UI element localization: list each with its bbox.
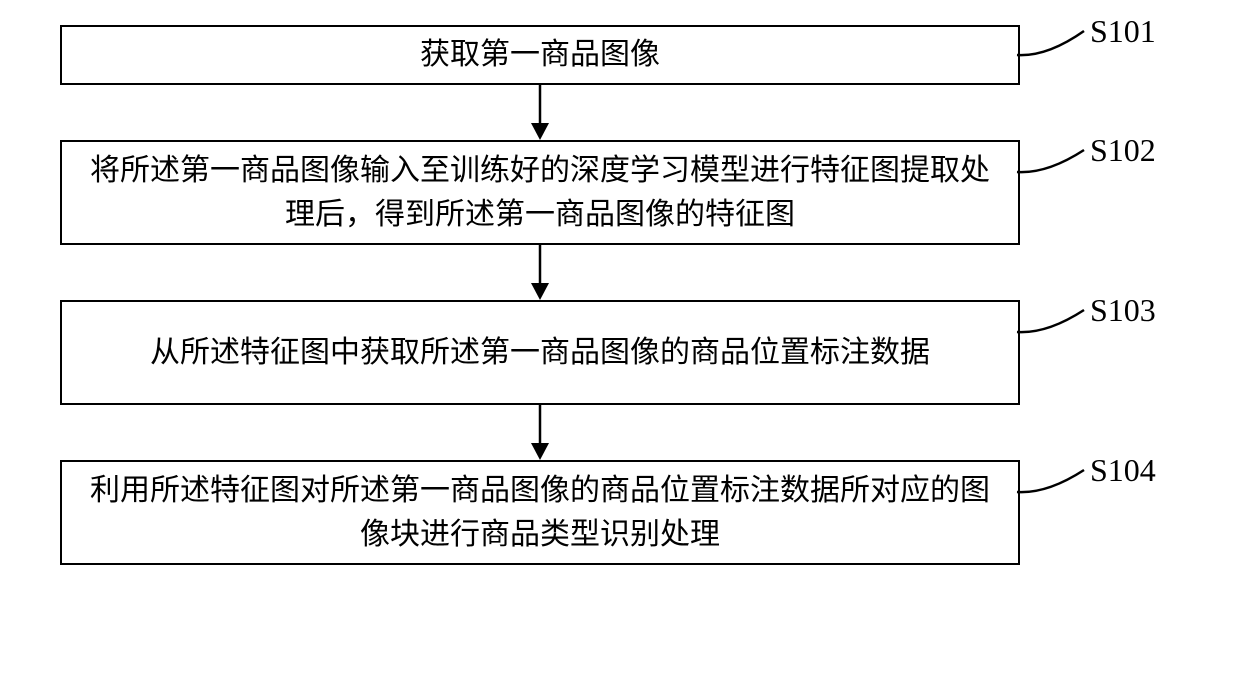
step-text-s103: 从所述特征图中获取所述第一商品图像的商品位置标注数据	[150, 331, 930, 375]
step-box-s103: 从所述特征图中获取所述第一商品图像的商品位置标注数据 S103	[60, 300, 1020, 405]
arrow-3	[60, 405, 1020, 460]
step-label-s103: S103	[1090, 292, 1156, 329]
step-text-s104: 利用所述特征图对所述第一商品图像的商品位置标注数据所对应的图像块进行商品类型识别…	[82, 469, 998, 556]
step-label-s101: S101	[1090, 13, 1156, 50]
step-label-s102: S102	[1090, 132, 1156, 169]
flowchart-container: 获取第一商品图像 S101 将所述第一商品图像输入至训练好的深度学习模型进行特征…	[60, 25, 1180, 565]
arrow-1	[60, 85, 1020, 140]
step-box-s102: 将所述第一商品图像输入至训练好的深度学习模型进行特征图提取处理后，得到所述第一商…	[60, 140, 1020, 245]
arrow-2	[60, 245, 1020, 300]
step-text-s102: 将所述第一商品图像输入至训练好的深度学习模型进行特征图提取处理后，得到所述第一商…	[82, 149, 998, 236]
step-box-s101: 获取第一商品图像 S101	[60, 25, 1020, 85]
step-box-s104: 利用所述特征图对所述第一商品图像的商品位置标注数据所对应的图像块进行商品类型识别…	[60, 460, 1020, 565]
step-label-s104: S104	[1090, 452, 1156, 489]
step-text-s101: 获取第一商品图像	[420, 33, 660, 77]
